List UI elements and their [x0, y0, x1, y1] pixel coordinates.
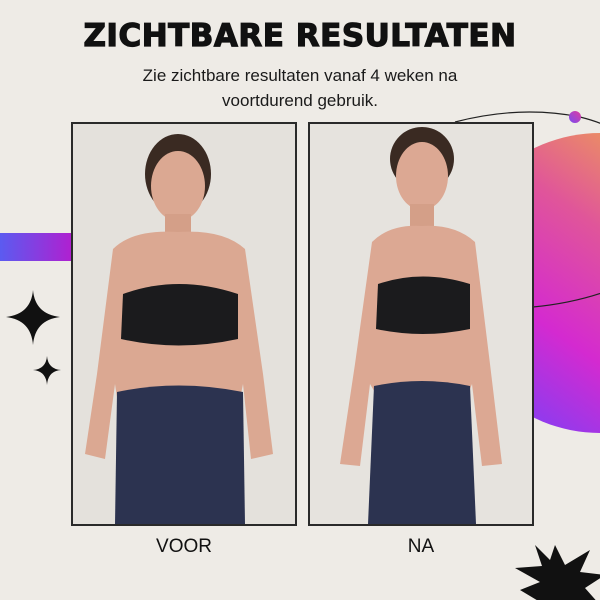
- after-label: NA: [407, 536, 435, 557]
- page-title: ZICHTBARE RESULTATEN: [83, 17, 517, 54]
- before-label: VOOR: [156, 536, 212, 557]
- subtitle-line-2: voortdurend gebruik.: [222, 91, 378, 110]
- orbit-line-lower: [532, 292, 600, 308]
- subtitle-line-1: Zie zichtbare resultaten vanaf 4 weken n…: [142, 66, 458, 85]
- subtitle: Zie zichtbare resultaten vanaf 4 weken n…: [0, 63, 600, 113]
- gradient-bar: [0, 233, 72, 261]
- starburst: [515, 545, 600, 600]
- before-photo: [71, 122, 297, 526]
- sparkle-icon-small: [33, 356, 61, 385]
- after-photo: [308, 122, 534, 526]
- orbit-dot: [569, 111, 581, 123]
- sparkle-icon: [6, 290, 60, 345]
